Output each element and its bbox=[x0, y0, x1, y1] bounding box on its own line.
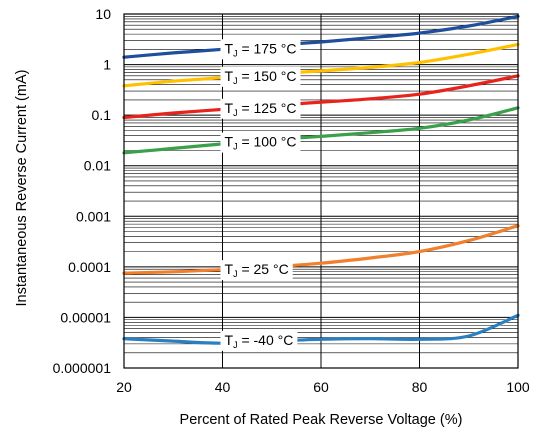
curve-label-text: TJ = 125 °C bbox=[225, 100, 297, 118]
curve-label-background bbox=[220, 260, 293, 281]
x-tick-label: 20 bbox=[116, 379, 132, 395]
y-tick-labels: 0.000001 0.00001 0.0001 0.001 0.01 0.1 1 10 bbox=[53, 6, 112, 376]
series-line-25c bbox=[122, 224, 520, 275]
curve-label: TJ = 125 °C bbox=[220, 98, 301, 119]
x-tick-label: 40 bbox=[215, 379, 231, 395]
series-line--40c bbox=[122, 313, 520, 345]
y-tick-label: 1 bbox=[103, 57, 111, 73]
x-tick-label: 80 bbox=[412, 379, 428, 395]
y-tick-label: 10 bbox=[95, 6, 111, 22]
curve-label: TJ = 175 °C bbox=[220, 39, 301, 60]
series-line-150c bbox=[122, 42, 520, 88]
curve-label-text: TJ = 150 °C bbox=[225, 68, 297, 86]
y-tick-label: 0.000001 bbox=[53, 360, 112, 376]
y-tick-label: 0.001 bbox=[76, 208, 111, 224]
curve-label: TJ = -40 °C bbox=[220, 330, 298, 351]
curve-label-text: TJ = -40 °C bbox=[225, 332, 294, 350]
x-tick-label: 100 bbox=[506, 379, 530, 395]
curve-label: TJ = 25 °C bbox=[220, 260, 293, 281]
curve-label-text: TJ = 25 °C bbox=[225, 261, 289, 279]
curve-label-text: TJ = 100 °C bbox=[225, 134, 297, 152]
x-tick-labels: 20 40 60 80 100 bbox=[116, 379, 530, 395]
curve-label-background bbox=[220, 98, 301, 119]
series-lines bbox=[122, 14, 520, 345]
curve-label-text: TJ = 175 °C bbox=[225, 40, 297, 58]
curve-label-background bbox=[220, 39, 301, 60]
series-line-100c bbox=[122, 106, 520, 155]
series-line-125c bbox=[122, 74, 520, 120]
grid bbox=[124, 14, 518, 369]
curve-label-background bbox=[220, 66, 301, 87]
y-tick-label: 0.0001 bbox=[68, 259, 111, 275]
curve-label-background bbox=[220, 330, 298, 351]
plot-frame bbox=[123, 13, 519, 369]
x-axis-label: Percent of Rated Peak Reverse Voltage (%… bbox=[180, 412, 463, 428]
x-tick-label: 60 bbox=[313, 379, 329, 395]
y-tick-label: 0.1 bbox=[92, 107, 112, 123]
curve-label-background bbox=[220, 132, 301, 153]
y-tick-label: 0.01 bbox=[84, 158, 111, 174]
y-tick-label: 0.00001 bbox=[60, 309, 111, 325]
series-line-175c bbox=[122, 14, 520, 59]
curve-labels: TJ = 175 °C TJ = 150 °C TJ = 125 °C TJ = 10… bbox=[220, 39, 301, 351]
y-axis-label: Instantaneous Reverse Current (mA) bbox=[14, 70, 30, 307]
curve-label: TJ = 100 °C bbox=[220, 132, 301, 153]
curve-label: TJ = 150 °C bbox=[220, 66, 301, 87]
